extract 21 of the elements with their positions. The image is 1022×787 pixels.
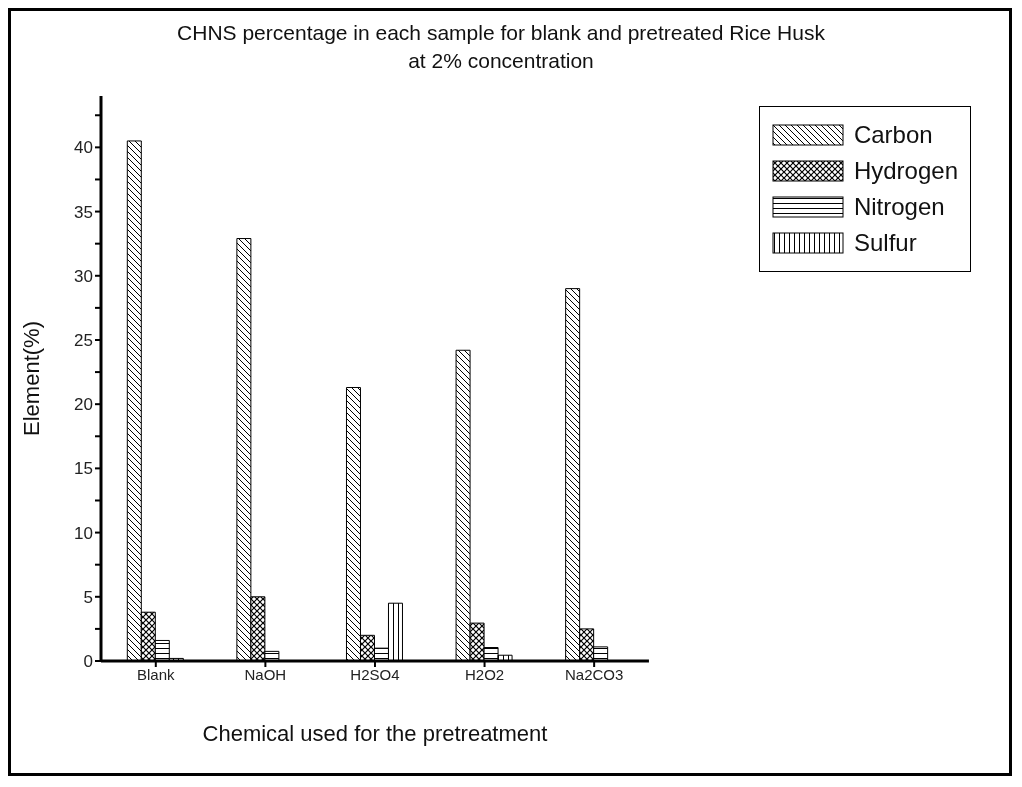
x-tick-label: Blank <box>137 665 176 683</box>
y-tick-label: 35 <box>74 202 93 222</box>
y-tick-label: 20 <box>74 395 93 415</box>
chart-title: CHNS percentage in each sample for blank and pretreated Rice Husk at 2% concentration <box>176 20 826 74</box>
y-tick-label: 25 <box>74 331 93 351</box>
legend-label: Carbon <box>853 120 933 150</box>
y-tick-label: 15 <box>74 459 93 479</box>
x-tick-label: Na2CO3 <box>564 665 624 683</box>
y-axis-title: Element(%) <box>18 321 44 436</box>
y-tick-label: 5 <box>83 587 93 607</box>
y-tick-label: 30 <box>74 266 93 286</box>
legend-label: Sulfur <box>853 228 917 258</box>
x-tick-label: H2SO4 <box>350 665 400 683</box>
y-tick-label: 10 <box>74 523 93 543</box>
y-tick-label: 40 <box>74 138 93 158</box>
legend-label: Nitrogen <box>853 192 945 222</box>
y-tick-label: 0 <box>83 652 93 672</box>
x-tick-label: NaOH <box>244 665 287 683</box>
x-axis-title: Chemical used for the pretreatment <box>202 721 548 746</box>
legend-label: Hydrogen <box>853 156 958 186</box>
x-tick-label: H2O2 <box>464 665 505 683</box>
